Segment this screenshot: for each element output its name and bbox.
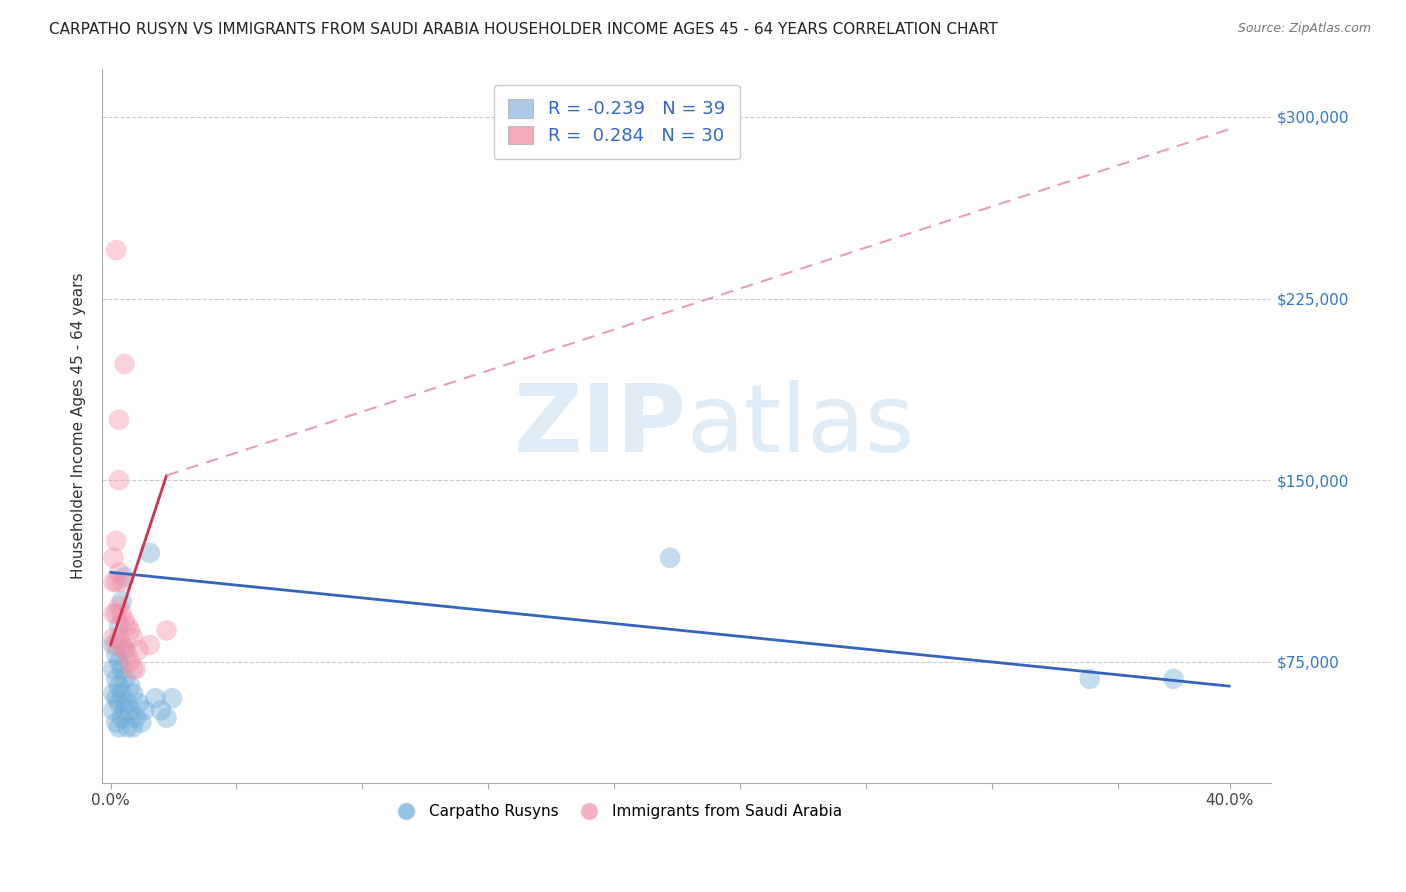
Point xyxy=(139,546,162,560)
Point xyxy=(134,703,156,717)
Point xyxy=(128,696,150,710)
Point xyxy=(122,662,145,676)
Point xyxy=(117,648,139,662)
Point xyxy=(105,243,128,257)
Point xyxy=(114,703,136,717)
Point xyxy=(108,618,131,632)
Text: atlas: atlas xyxy=(688,380,915,472)
Point xyxy=(114,570,136,584)
Point xyxy=(111,607,134,621)
Legend: Carpatho Rusyns, Immigrants from Saudi Arabia: Carpatho Rusyns, Immigrants from Saudi A… xyxy=(385,798,848,825)
Point xyxy=(120,655,142,669)
Point xyxy=(120,624,142,638)
Point xyxy=(111,574,134,589)
Point xyxy=(111,711,134,725)
Point xyxy=(105,691,128,706)
Point xyxy=(111,662,134,676)
Point xyxy=(111,638,134,652)
Point xyxy=(120,703,142,717)
Point xyxy=(125,711,148,725)
Point xyxy=(108,473,131,487)
Point xyxy=(120,679,142,693)
Point xyxy=(659,550,682,565)
Point xyxy=(139,638,162,652)
Point xyxy=(149,703,172,717)
Point xyxy=(155,711,177,725)
Point xyxy=(108,413,131,427)
Point xyxy=(114,357,136,371)
Point xyxy=(105,574,128,589)
Point xyxy=(143,691,166,706)
Text: ZIP: ZIP xyxy=(515,380,688,472)
Point xyxy=(108,679,131,693)
Point xyxy=(103,638,125,652)
Point xyxy=(131,715,153,730)
Point xyxy=(117,720,139,734)
Point xyxy=(117,696,139,710)
Point xyxy=(122,631,145,645)
Point xyxy=(105,648,128,662)
Point xyxy=(125,662,148,676)
Point xyxy=(103,607,125,621)
Text: CARPATHO RUSYN VS IMMIGRANTS FROM SAUDI ARABIA HOUSEHOLDER INCOME AGES 45 - 64 Y: CARPATHO RUSYN VS IMMIGRANTS FROM SAUDI … xyxy=(49,22,998,37)
Y-axis label: Householder Income Ages 45 - 64 years: Householder Income Ages 45 - 64 years xyxy=(72,273,86,579)
Point xyxy=(122,686,145,700)
Point xyxy=(108,655,131,669)
Point xyxy=(105,715,128,730)
Point xyxy=(128,643,150,657)
Point xyxy=(103,550,125,565)
Point xyxy=(114,643,136,657)
Text: Source: ZipAtlas.com: Source: ZipAtlas.com xyxy=(1237,22,1371,36)
Point xyxy=(105,638,128,652)
Point xyxy=(103,662,125,676)
Point xyxy=(114,672,136,686)
Point xyxy=(117,618,139,632)
Point xyxy=(122,720,145,734)
Point xyxy=(105,533,128,548)
Point xyxy=(103,631,125,645)
Point xyxy=(114,614,136,628)
Point xyxy=(160,691,183,706)
Point xyxy=(155,624,177,638)
Point xyxy=(111,686,134,700)
Point xyxy=(111,594,134,608)
Point xyxy=(103,574,125,589)
Point xyxy=(105,607,128,621)
Point xyxy=(103,703,125,717)
Point xyxy=(108,599,131,614)
Point xyxy=(108,720,131,734)
Point xyxy=(108,566,131,580)
Point xyxy=(108,631,131,645)
Point xyxy=(1078,672,1101,686)
Point xyxy=(114,643,136,657)
Point xyxy=(108,696,131,710)
Point xyxy=(103,686,125,700)
Point xyxy=(1163,672,1185,686)
Point xyxy=(105,672,128,686)
